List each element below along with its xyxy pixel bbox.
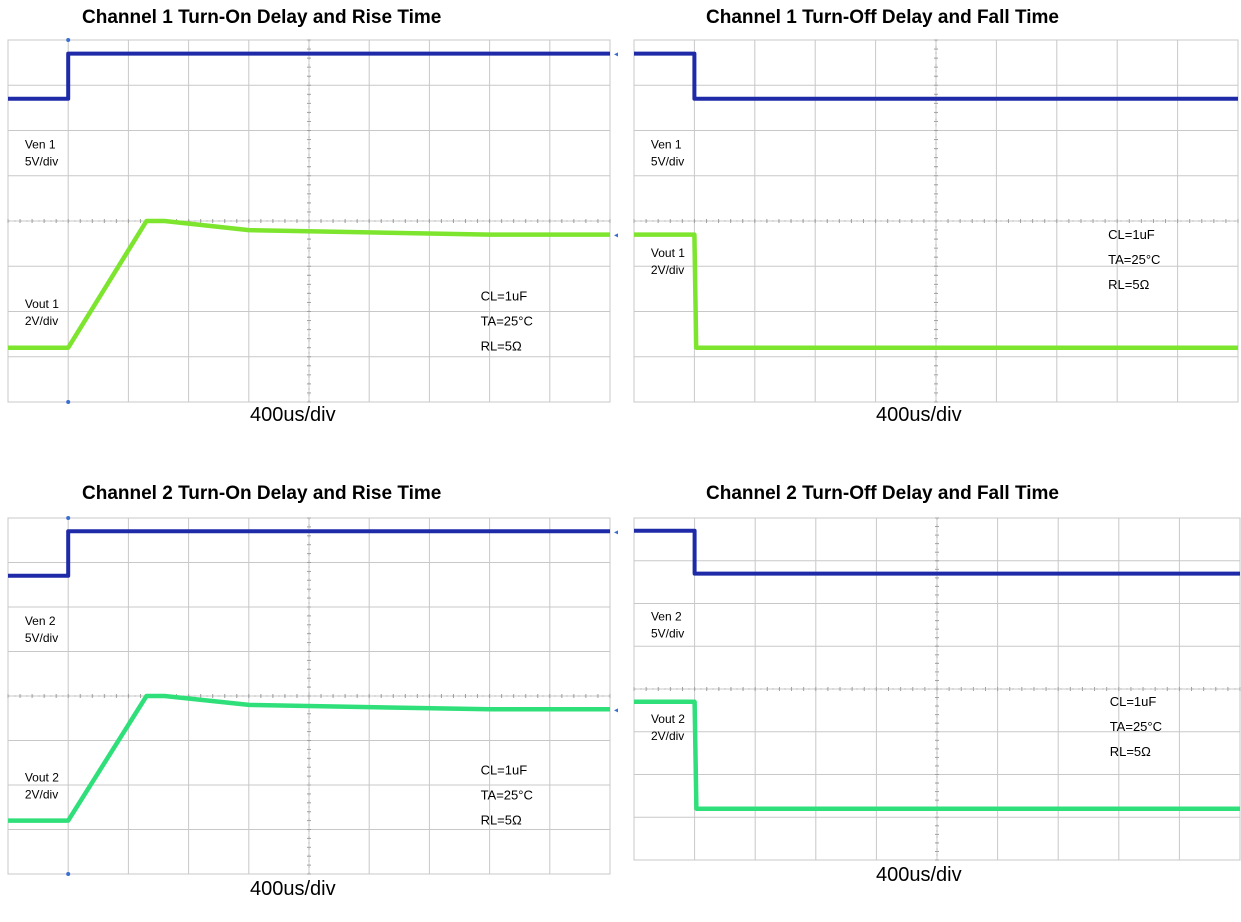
chart-title: Channel 1 Turn-On Delay and Rise Time (82, 7, 442, 28)
enable-trace (634, 528, 1240, 576)
test-condition-annotation: CL=1uF (1108, 227, 1155, 242)
trigger-marker-bottom (66, 400, 71, 404)
enable-trace-label: 5V/div (651, 627, 684, 641)
x-axis-label: 400us/div (250, 404, 336, 426)
enable-trace (634, 51, 1238, 101)
enable-trace-label: 5V/div (25, 631, 58, 645)
trigger-marker-top (66, 516, 71, 520)
test-condition-annotation: TA=25°C (481, 314, 533, 329)
output-trace-label: 2V/div (25, 787, 58, 801)
test-condition-annotation: TA=25°C (1108, 252, 1160, 267)
chart-title: Channel 1 Turn-Off Delay and Fall Time (706, 7, 1059, 28)
test-condition-annotation: TA=25°C (1110, 719, 1162, 734)
x-axis-label: 400us/div (876, 864, 962, 886)
test-condition-annotation: TA=25°C (481, 787, 533, 802)
oscilloscope-plot: ◂ ◂ Ven 2 5V/div Vout 2 2V/div CL=1uF TA=25°C RL… (7, 516, 618, 876)
channel-marker: ◂ (614, 231, 618, 240)
trigger-marker-top (66, 38, 71, 42)
x-axis-label: 400us/div (250, 878, 336, 900)
x-axis-label: 400us/div (876, 404, 962, 426)
enable-trace (8, 529, 610, 578)
test-condition-annotation: CL=1uF (481, 762, 528, 777)
test-condition-annotation: RL=5Ω (481, 339, 522, 354)
output-trace-label: Vout 1 (651, 246, 685, 260)
enable-trace (8, 51, 610, 101)
output-trace-label: Vout 2 (25, 770, 59, 784)
enable-trace-label: Ven 2 (25, 614, 56, 628)
channel-marker: ◂ (614, 527, 618, 536)
output-trace (634, 232, 1238, 350)
test-condition-annotation: RL=5Ω (1108, 277, 1149, 292)
output-trace-label: 2V/div (651, 729, 684, 743)
output-trace-label: Vout 1 (25, 297, 59, 311)
output-trace-label: 2V/div (651, 263, 684, 277)
output-trace (8, 693, 610, 823)
enable-trace-label: Ven 2 (651, 610, 682, 624)
channel-marker: ◂ (614, 705, 618, 714)
test-condition-annotation: RL=5Ω (1110, 744, 1151, 759)
enable-trace-label: Ven 1 (25, 138, 56, 152)
scope-panel-4: Channel 2 Turn-Off Delay and Fall Time◂◂… (626, 482, 1241, 922)
scope-panel-2: Channel 1 Turn-Off Delay and Fall Time◂◂… (626, 6, 1241, 446)
scope-panel-1: Channel 1 Turn-On Delay and Rise Time ◂ ◂ V… (0, 6, 620, 446)
test-condition-annotation: CL=1uF (481, 289, 528, 304)
enable-trace-label: 5V/div (25, 155, 58, 169)
test-condition-annotation: RL=5Ω (481, 812, 522, 827)
scope-panel-3: Channel 2 Turn-On Delay and Rise Time ◂ ◂ V… (0, 482, 620, 922)
channel-marker: ◂ (614, 50, 618, 59)
oscilloscope-plot: ◂ ◂ Ven 1 5V/div Vout 1 2V/div CL=1uF TA=25°C RL… (7, 38, 618, 404)
output-trace (634, 699, 1240, 811)
chart-title: Channel 2 Turn-Off Delay and Fall Time (706, 483, 1059, 504)
output-trace (8, 218, 610, 350)
output-trace-label: Vout 2 (651, 712, 685, 726)
trigger-marker-bottom (66, 872, 71, 876)
chart-title: Channel 2 Turn-On Delay and Rise Time (82, 483, 442, 504)
test-condition-annotation: CL=1uF (1110, 694, 1157, 709)
output-trace-label: 2V/div (25, 314, 58, 328)
enable-trace-label: 5V/div (651, 155, 684, 169)
enable-trace-label: Ven 1 (651, 138, 682, 152)
